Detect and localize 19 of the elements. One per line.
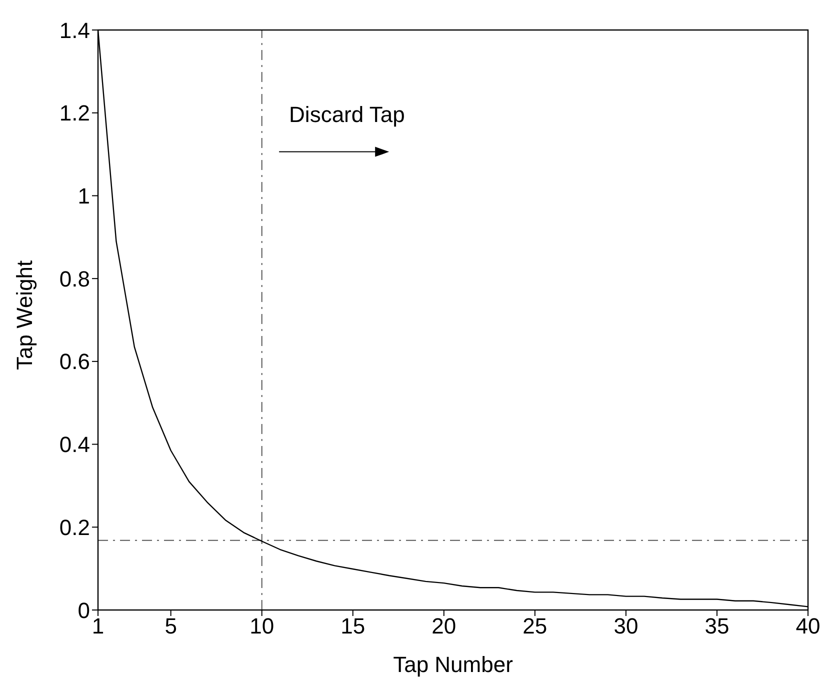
x-tick-label: 35 — [704, 614, 730, 639]
annotation: Discard Tap — [289, 102, 405, 127]
y-axis-title: Tap Weight — [12, 260, 37, 370]
y-tick-label: 0.6 — [59, 349, 90, 374]
x-tick-label: 30 — [614, 614, 638, 639]
x-tick-label: 40 — [796, 614, 820, 639]
x-tick-label: 20 — [432, 614, 456, 639]
y-tick-label: 0.8 — [59, 266, 90, 292]
x-tick-label: 25 — [522, 614, 548, 639]
y-tick-label: 0.4 — [59, 432, 90, 458]
y-tick-label: 0.2 — [59, 514, 90, 540]
y-tick-label: 1 — [78, 184, 90, 209]
x-tick-label: 15 — [340, 614, 366, 639]
y-tick-label: 0 — [78, 598, 90, 623]
y-tick-label: 1.4 — [59, 18, 90, 43]
x-tick-label: 10 — [250, 614, 274, 639]
x-tick-label: 5 — [164, 614, 177, 639]
x-axis-title: Tap Number — [393, 652, 513, 677]
y-tick-label: 1.2 — [59, 100, 90, 126]
